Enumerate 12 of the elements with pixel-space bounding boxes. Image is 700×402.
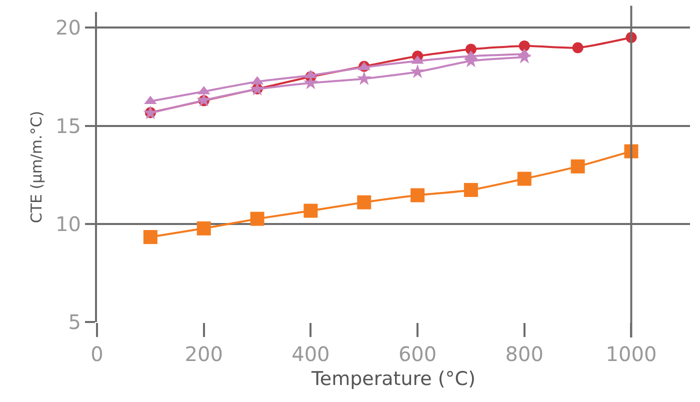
x-tick-label: 0 (90, 342, 104, 366)
y-axis-title: CTE (µm/m.°C) (27, 110, 46, 224)
x-tick-label: 200 (184, 342, 223, 366)
x-tick-label: 800 (505, 342, 544, 366)
x-axis-title: Temperature (°C) (310, 368, 476, 390)
x-tick-label: 1000 (606, 342, 657, 366)
y-tick-label: 5 (68, 310, 81, 334)
y-tick-label: 20 (56, 16, 81, 40)
y-tick-label: 15 (56, 114, 81, 138)
y-tick-label: 10 (56, 212, 81, 236)
x-tick-label: 400 (292, 342, 330, 366)
x-tick-label: 600 (398, 342, 437, 366)
